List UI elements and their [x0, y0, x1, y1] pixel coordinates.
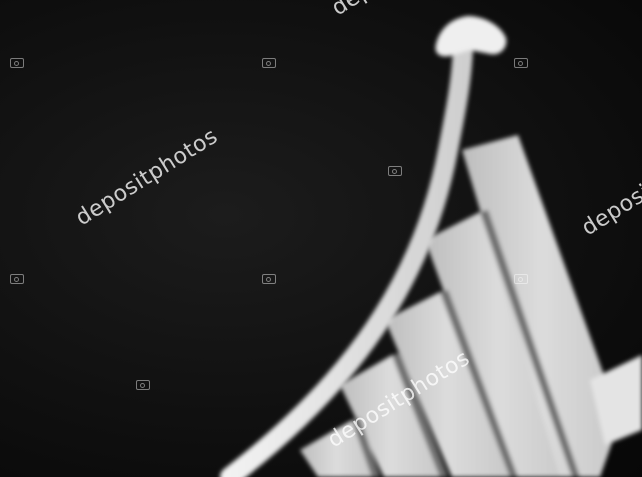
- camera-icon: [514, 58, 528, 68]
- camera-icon: [514, 274, 528, 284]
- bar-1: [300, 420, 372, 477]
- bar-5: [462, 135, 620, 477]
- growth-arrow: [220, 16, 507, 477]
- camera-icon: [10, 274, 24, 284]
- arrow-curve: [220, 38, 473, 477]
- camera-icon: [262, 274, 276, 284]
- camera-icon: [10, 58, 24, 68]
- camera-icon: [262, 58, 276, 68]
- arrow-head: [435, 16, 507, 57]
- base-plate: [590, 355, 642, 445]
- camera-icon: [388, 166, 402, 176]
- bar-2: [340, 355, 440, 477]
- bar-4: [425, 212, 572, 477]
- camera-icon: [136, 380, 150, 390]
- bar-stack: [300, 135, 642, 477]
- bar-3: [385, 292, 510, 477]
